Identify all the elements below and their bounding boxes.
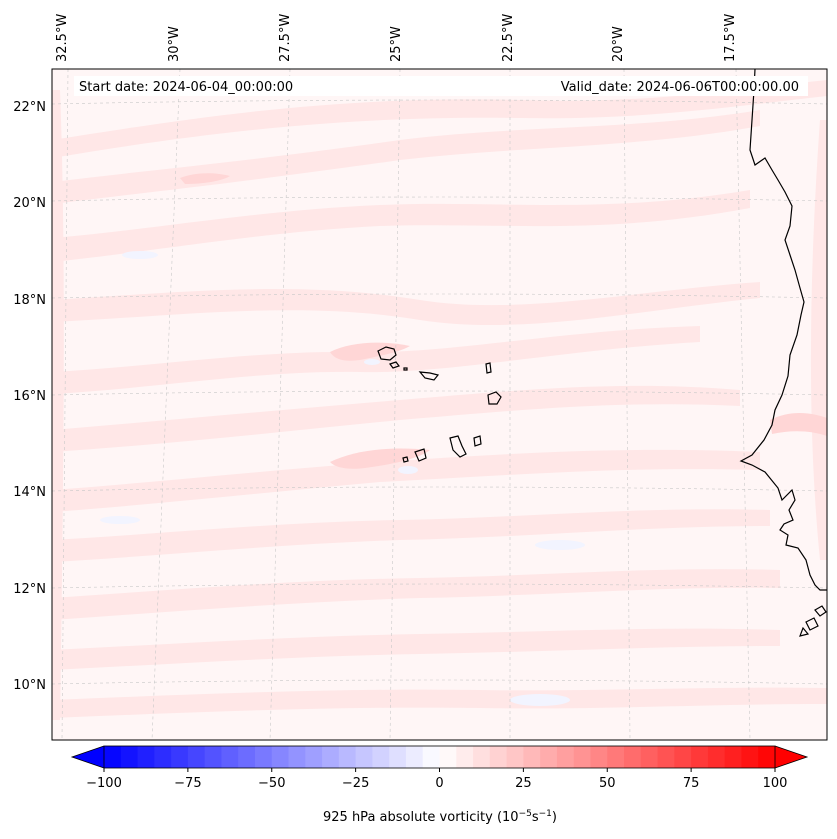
vorticity-spot	[180, 173, 230, 184]
lat-label: 14°N	[13, 485, 46, 500]
colorbar-tick-label: 100	[763, 776, 788, 791]
vorticity-spot-coast	[770, 413, 827, 436]
latitude-labels: 22°N 20°N 18°N 16°N 14°N 12°N 10°N	[13, 100, 46, 693]
island-sao-nicolau	[418, 371, 440, 381]
colorbar-extend-min	[72, 746, 104, 768]
colorbar-swatch	[758, 746, 776, 768]
coast-islands-guinea	[799, 605, 827, 637]
vorticity-streak-south	[330, 448, 430, 469]
map-panel	[52, 69, 827, 740]
colorbar-swatch	[154, 746, 172, 768]
colorbar-swatch	[724, 746, 742, 768]
colorbar-swatch	[556, 746, 575, 768]
lat-label: 12°N	[13, 582, 46, 597]
colorbar-swatch	[271, 746, 290, 768]
lat-label: 20°N	[13, 196, 46, 211]
colorbar-tick-label: −25	[342, 776, 369, 791]
colorbar-swatch	[187, 746, 206, 768]
map-frame	[51, 68, 828, 741]
island-santo-antao	[377, 346, 397, 361]
colorbar-swatch	[624, 746, 642, 768]
colorbar-swatch	[389, 746, 407, 768]
island-santa-luzia	[403, 367, 408, 371]
negative-vorticity-patches	[100, 251, 585, 706]
colorbar: −100 −75 −50 −25 0 25 50 75 100 925 hPa absolute…	[70, 745, 809, 825]
colorbar-extend-max	[775, 746, 807, 768]
colorbar-swatch	[523, 746, 541, 768]
colorbar-swatch	[137, 746, 155, 768]
colorbar-swatch	[439, 746, 457, 768]
colorbar-swatch	[473, 746, 491, 768]
colorbar-swatch	[607, 746, 625, 768]
island-sao-vicente	[389, 361, 400, 369]
lon-label: 32.5°W	[55, 14, 70, 62]
lon-label: 30°W	[167, 26, 182, 62]
colorbar-tick-label: 25	[515, 776, 532, 791]
colorbar-swatch	[506, 746, 524, 768]
colorbar-tick-label: 0	[435, 776, 443, 791]
colorbar-swatch	[573, 746, 591, 768]
colorbar-swatch	[322, 746, 340, 768]
colorbar-swatch	[104, 746, 122, 768]
colorbar-swatch	[405, 746, 424, 768]
colorbar-label: 925 hPa absolute vorticity (10−5s−1)	[323, 809, 557, 825]
valid-date-label: Valid_date: 2024-06-06T00:00:00.00	[561, 80, 799, 95]
lon-label: 17.5°W	[723, 14, 738, 62]
colorbar-swatch	[741, 746, 759, 768]
lat-label: 22°N	[13, 100, 46, 115]
colorbar-swatch	[691, 746, 709, 768]
island-santiago	[449, 435, 467, 458]
colorbar-swatch	[305, 746, 323, 768]
colorbar-swatches	[104, 746, 776, 768]
island-maio	[473, 435, 482, 447]
colorbar-swatch	[657, 746, 675, 768]
colorbar-swatch	[372, 746, 390, 768]
colorbar-swatch	[120, 746, 139, 768]
start-date-label: Start date: 2024-06-04_00:00:00	[79, 80, 293, 95]
info-banner	[74, 76, 808, 96]
colorbar-swatch	[540, 746, 558, 768]
vorticity-bands	[52, 80, 827, 720]
colorbar-swatch	[288, 746, 306, 768]
colorbar-swatch	[590, 746, 608, 768]
colorbar-tick-label: 50	[599, 776, 616, 791]
lon-label: 27.5°W	[278, 14, 293, 62]
colorbar-swatch	[355, 746, 373, 768]
colorbar-tick-label: −100	[86, 776, 122, 791]
island-boa-vista	[487, 391, 502, 405]
vorticity-streak-north	[330, 342, 410, 361]
colorbar-tick-label: −75	[174, 776, 201, 791]
colorbar-swatch	[338, 746, 357, 768]
island-sal	[485, 362, 492, 374]
colorbar-swatch	[254, 746, 273, 768]
colorbar-swatch	[640, 746, 659, 768]
colorbar-swatch	[238, 746, 256, 768]
lat-label: 16°N	[13, 389, 46, 404]
lat-label: 18°N	[13, 293, 46, 308]
cape-verde-islands	[377, 346, 502, 463]
african-coastline	[739, 69, 827, 591]
lon-label: 25°W	[389, 26, 404, 62]
lon-label: 20°W	[611, 26, 626, 62]
colorbar-swatch	[204, 746, 222, 768]
colorbar-swatch	[221, 746, 239, 768]
colorbar-tick-label: −50	[258, 776, 285, 791]
colorbar-swatch	[422, 746, 440, 768]
colorbar-tick-label: 75	[683, 776, 700, 791]
colorbar-ticks: −100 −75 −50 −25 0 25 50 75 100	[86, 768, 787, 791]
island-brava	[402, 456, 409, 463]
colorbar-swatch	[707, 746, 726, 768]
colorbar-swatch	[489, 746, 508, 768]
lat-label: 10°N	[13, 678, 46, 693]
colorbar-swatch	[456, 746, 474, 768]
colorbar-swatch	[674, 746, 692, 768]
lon-label: 22.5°W	[501, 14, 516, 62]
longitude-labels: 32.5°W 30°W 27.5°W 25°W 22.5°W 20°W 17.5…	[55, 14, 738, 62]
colorbar-swatch	[171, 746, 189, 768]
graticule	[52, 69, 827, 740]
island-fogo	[414, 448, 427, 462]
